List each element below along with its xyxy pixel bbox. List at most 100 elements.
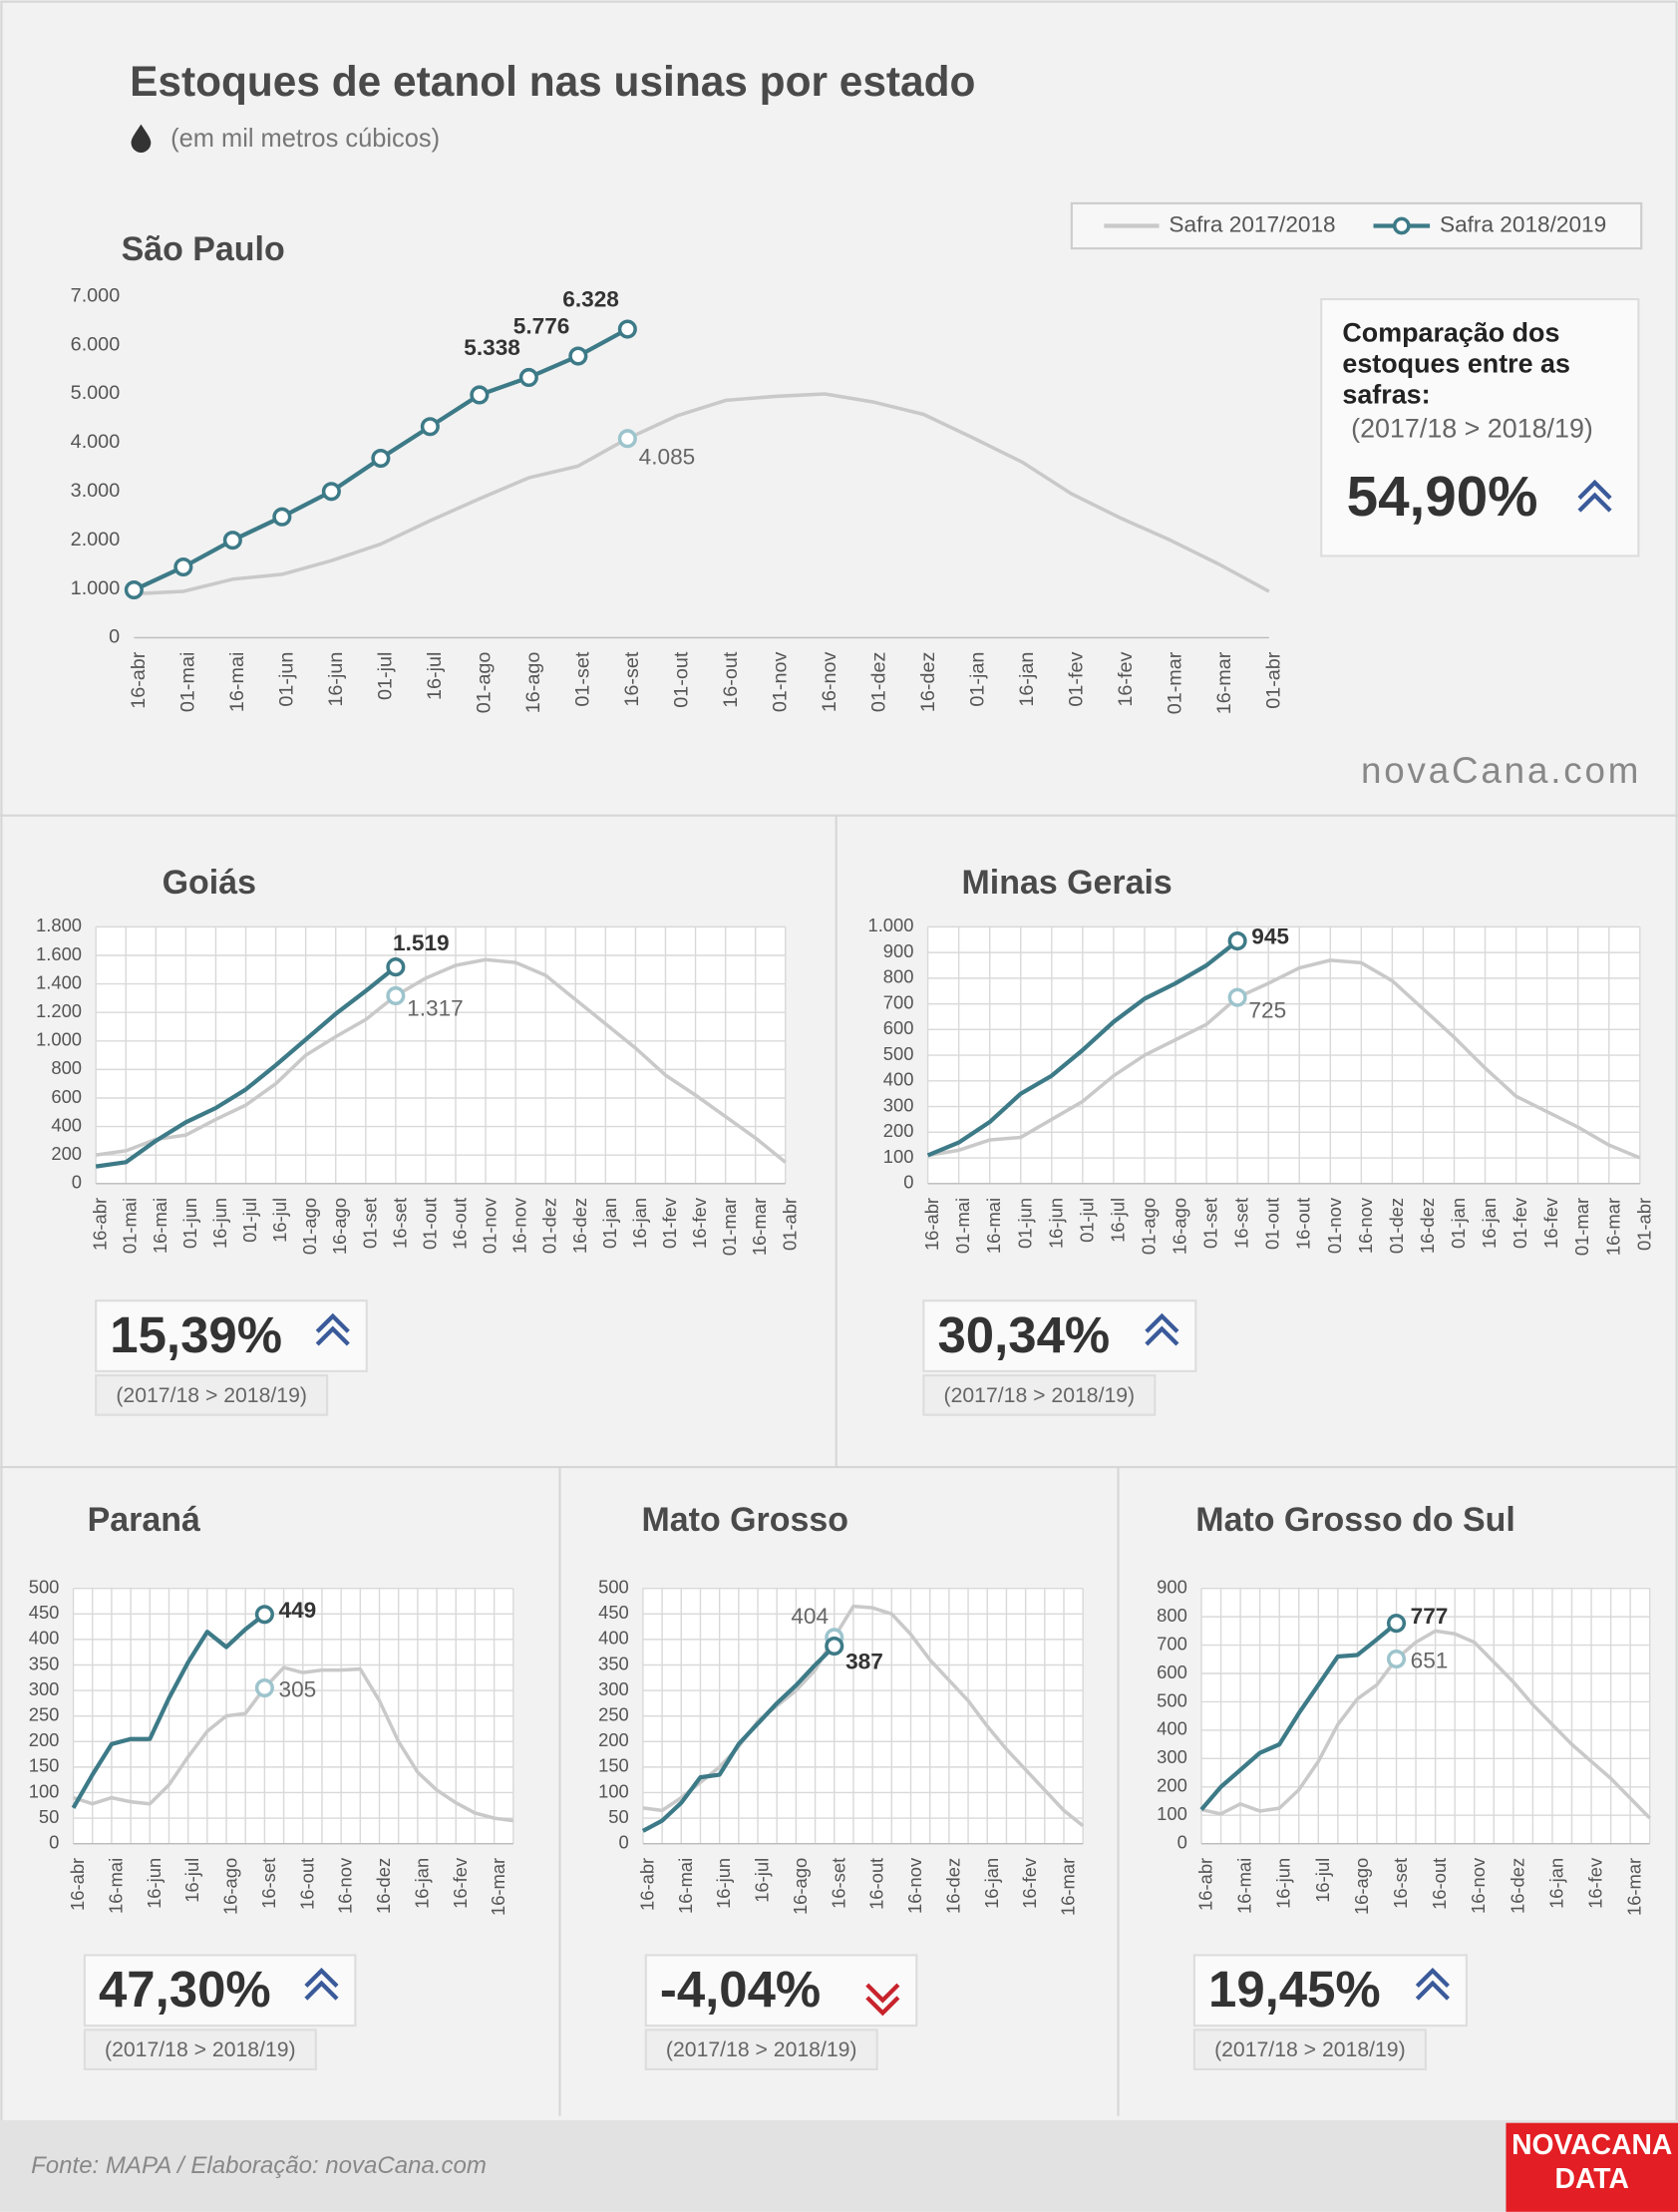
series-line xyxy=(95,957,787,1164)
y-tick-label: 200 xyxy=(51,1143,82,1164)
data-label: 6.328 xyxy=(562,287,619,312)
y-tick-label: 150 xyxy=(29,1755,60,1776)
trend-icon xyxy=(315,1312,350,1333)
data-point xyxy=(272,507,292,527)
comparison-period: (2017/18 > 2018/19) xyxy=(105,2038,296,2061)
data-point xyxy=(617,429,637,449)
trend-icon xyxy=(315,1325,350,1346)
x-tick-label: 16-fev xyxy=(1019,1857,1040,1909)
data-point xyxy=(825,1636,844,1657)
y-tick-label: 500 xyxy=(29,1577,60,1598)
x-tick-label: 16-jan xyxy=(1545,1858,1566,1909)
x-tick-label: 01-abr xyxy=(779,1198,800,1251)
x-tick-label: 16-fev xyxy=(450,1857,471,1909)
x-tick-label: 16-jan xyxy=(1016,652,1038,707)
x-tick-label: 01-dez xyxy=(868,652,890,712)
data-label: 725 xyxy=(1248,997,1286,1022)
period-box xyxy=(644,2028,878,2071)
data-point xyxy=(386,957,406,977)
x-tick-label: 16-out xyxy=(1293,1198,1314,1250)
x-tick-label: 16-ago xyxy=(220,1858,241,1915)
x-tick-label: 16-mai xyxy=(150,1198,170,1254)
data-label: 305 xyxy=(279,1676,317,1701)
y-tick-label: 7.000 xyxy=(71,284,121,306)
x-tick-label: 16-jan xyxy=(981,1858,1002,1909)
y-tick-label: 500 xyxy=(883,1043,914,1064)
series-line xyxy=(927,958,1641,1160)
y-tick-label: 3.000 xyxy=(71,480,121,502)
y-tick-label: 5.000 xyxy=(71,382,121,404)
x-tick-label: 16-mar xyxy=(1213,651,1235,714)
trend-icon xyxy=(865,1983,900,2004)
series-line xyxy=(73,1665,514,1823)
x-tick-label: 01-mai xyxy=(952,1198,973,1254)
comparison-period: (2017/18 > 2018/19) xyxy=(116,1384,307,1407)
x-tick-label: 01-fev xyxy=(659,1197,680,1249)
y-tick-label: 100 xyxy=(883,1146,914,1167)
y-tick-label: 600 xyxy=(51,1086,82,1107)
chart-title: Minas Gerais xyxy=(962,864,1173,902)
x-tick-label: 16-jul xyxy=(1107,1198,1128,1243)
x-tick-label: 16-mar xyxy=(1624,1858,1645,1916)
series-line xyxy=(95,964,398,1169)
x-tick-label: 01-mai xyxy=(120,1198,141,1254)
series-line xyxy=(1200,1629,1651,1820)
y-tick-label: 700 xyxy=(1157,1633,1187,1654)
x-tick-label: 16-set xyxy=(828,1858,848,1909)
y-tick-label: 450 xyxy=(29,1602,60,1623)
data-label: 4.085 xyxy=(639,444,696,469)
drop-icon xyxy=(131,124,152,153)
data-label: 5.338 xyxy=(464,335,520,360)
x-tick-label: 01-mai xyxy=(177,652,199,712)
comparison-period: (2017/18 > 2018/19) xyxy=(666,2038,857,2061)
data-label: 387 xyxy=(845,1649,883,1673)
x-tick-label: 16-mai xyxy=(105,1858,126,1914)
x-tick-label: 16-dez xyxy=(1507,1858,1527,1914)
data-point xyxy=(254,1605,274,1625)
x-tick-label: 16-nov xyxy=(819,651,840,712)
y-tick-label: 300 xyxy=(29,1678,60,1699)
data-label: 1.519 xyxy=(393,930,450,955)
x-tick-label: 16-abr xyxy=(90,1198,111,1251)
chart-title: Mato Grosso do Sul xyxy=(1195,1501,1515,1539)
data-point xyxy=(321,482,341,502)
x-tick-label: 01-jan xyxy=(599,1198,620,1249)
logo-box xyxy=(1506,2122,1678,2212)
data-label: 1.317 xyxy=(407,996,464,1021)
x-tick-label: 16-jan xyxy=(1479,1198,1500,1249)
y-tick-label: 600 xyxy=(1157,1661,1187,1682)
y-tick-label: 700 xyxy=(883,991,914,1012)
period-box xyxy=(922,1374,1157,1416)
x-tick-label: 16-set xyxy=(258,1858,279,1909)
y-tick-label: 1.200 xyxy=(36,1000,82,1021)
x-tick-label: 16-ago xyxy=(790,1858,811,1915)
y-tick-label: 300 xyxy=(883,1094,914,1115)
y-tick-label: 150 xyxy=(598,1755,629,1776)
x-tick-label: 16-nov xyxy=(509,1197,530,1254)
y-tick-label: 100 xyxy=(598,1780,629,1801)
y-tick-label: 400 xyxy=(51,1114,82,1135)
x-tick-label: 16-out xyxy=(296,1858,317,1910)
x-tick-label: 16-mai xyxy=(983,1198,1004,1254)
x-tick-label: 16-fev xyxy=(1585,1857,1606,1909)
y-tick-label: 1.000 xyxy=(36,1029,82,1050)
x-tick-label: 16-set xyxy=(1390,1858,1411,1909)
trend-icon xyxy=(1577,479,1612,500)
period-box xyxy=(1192,2028,1427,2071)
x-tick-label: 16-fev xyxy=(689,1197,710,1249)
comparison-box xyxy=(1320,297,1640,557)
x-tick-label: 01-jul xyxy=(1076,1198,1097,1243)
legend-label: Safra 2018/2019 xyxy=(1440,211,1606,236)
period-box xyxy=(95,1374,329,1416)
comparison-value: 47,30% xyxy=(99,1961,271,2018)
y-tick-label: 400 xyxy=(598,1628,629,1649)
x-tick-label: 01-abr xyxy=(1633,1198,1654,1251)
data-point xyxy=(1386,1614,1407,1634)
y-tick-label: 500 xyxy=(1157,1689,1187,1710)
data-point xyxy=(222,531,242,551)
data-point xyxy=(124,579,144,600)
y-tick-label: 6.000 xyxy=(71,333,121,355)
series-line xyxy=(642,1604,1085,1828)
x-tick-label: 16-dez xyxy=(942,1858,963,1914)
x-tick-label: 01-out xyxy=(671,651,693,708)
